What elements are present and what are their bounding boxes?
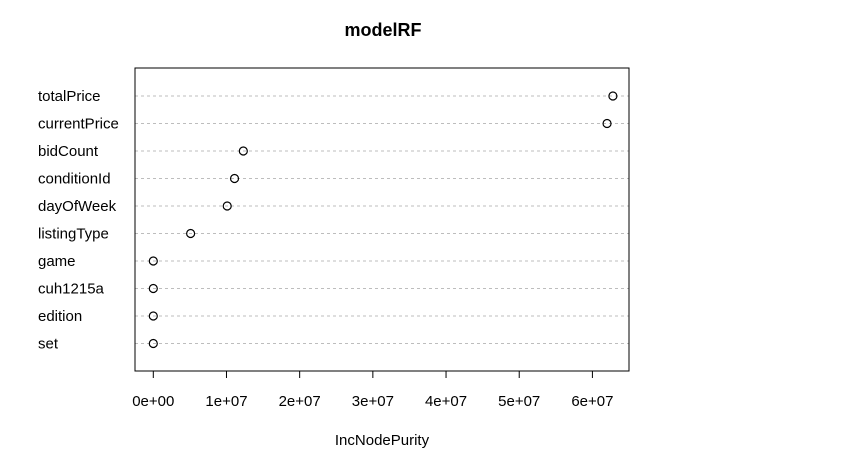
category-label: cuh1215a	[38, 281, 105, 298]
data-point	[222, 201, 232, 211]
category-label: edition	[38, 308, 82, 325]
x-tick-label: 2e+07	[279, 393, 321, 410]
data-point	[148, 256, 158, 266]
category-label: game	[38, 253, 76, 270]
category-label: listingType	[38, 226, 109, 243]
category-label: currentPrice	[38, 116, 119, 133]
category-label: dayOfWeek	[38, 198, 117, 215]
data-point	[148, 283, 158, 294]
x-tick-label: 1e+07	[205, 393, 247, 410]
category-label: totalPrice	[38, 88, 101, 105]
x-tick-label: 3e+07	[352, 393, 394, 410]
data-point	[602, 118, 612, 129]
category-labels: totalPrice currentPrice bidCount conditionI…	[38, 88, 119, 353]
category-label: bidCount	[38, 143, 99, 160]
data-point	[148, 338, 158, 349]
data-points	[148, 91, 618, 349]
x-tick-label: 4e+07	[425, 393, 467, 410]
data-point	[608, 91, 618, 101]
x-tick-label: 5e+07	[498, 393, 540, 410]
data-point	[238, 146, 248, 156]
category-label: conditionId	[38, 171, 111, 188]
x-tick-label: 0e+00	[132, 393, 174, 410]
data-point	[229, 173, 240, 184]
grid-lines	[135, 95, 629, 344]
chart-title: modelRF	[344, 20, 421, 40]
x-tick-label: 6e+07	[571, 393, 613, 410]
plot-frame	[134, 67, 630, 372]
data-point	[148, 311, 158, 321]
x-axis-title: IncNodePurity	[335, 432, 430, 449]
category-label: set	[38, 336, 59, 353]
data-point	[186, 228, 196, 239]
x-axis: 0e+00 1e+07 2e+07 3e+07 4e+07 5e+07 6e+07	[132, 370, 613, 410]
